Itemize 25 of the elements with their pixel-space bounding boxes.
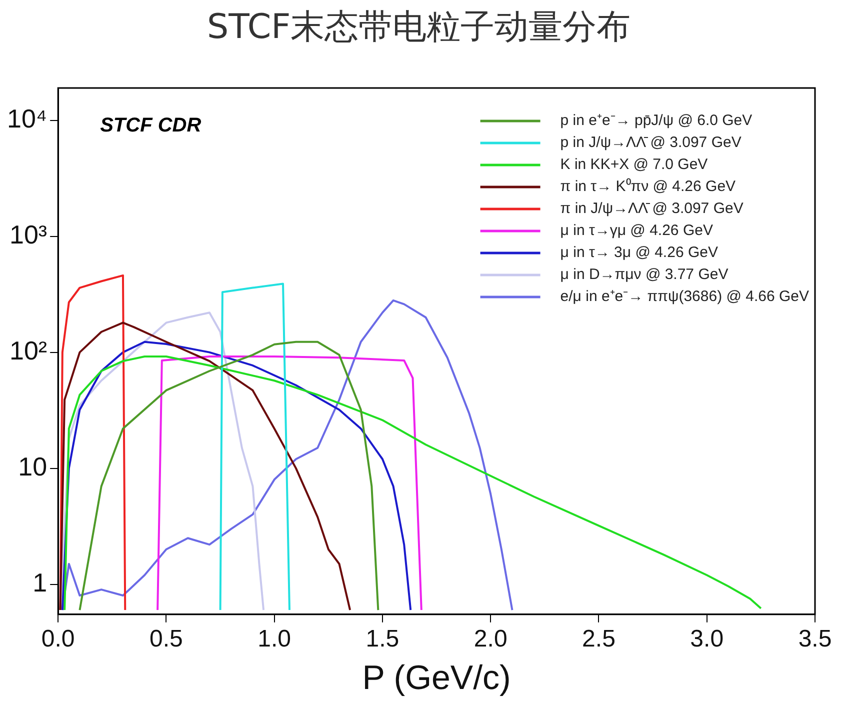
x-tick-label: 2.5 <box>582 625 616 652</box>
legend-label: μ in τ→ 3μ @ 4.26 GeV <box>560 244 718 262</box>
y-tick-label: 10² <box>10 335 48 366</box>
legend-label: e/μ in e⁺e⁻→ ππψ(3686) @ 4.66 GeV <box>560 288 810 306</box>
legend-label: p in J/ψ→ΛΛ̄ @ 3.097 GeV <box>560 134 742 152</box>
x-tick-label: 2.0 <box>474 625 508 652</box>
annotation: STCF CDR <box>100 114 202 137</box>
legend-label: K in KK+X @ 7.0 GeV <box>560 156 708 174</box>
x-tick-label: 3.0 <box>690 625 724 652</box>
y-tick-label: 10³ <box>10 219 48 250</box>
legend-label: μ in τ→γμ @ 4.26 GeV <box>560 222 713 240</box>
chart-title: STCF末态带电粒子动量分布 <box>207 7 632 47</box>
x-tick-label: 1.5 <box>366 625 400 652</box>
y-tick-label: 1 <box>32 567 48 598</box>
x-tick-label: 0.5 <box>150 625 183 652</box>
x-axis-title: P (GeV/c) <box>362 658 511 697</box>
legend-label: π in τ→ K⁰πν @ 4.26 GeV <box>560 178 736 196</box>
legend-label: μ in D→πμν @ 3.77 GeV <box>560 266 728 284</box>
y-tick-label: 10 <box>18 451 48 482</box>
legend-label: p in e⁺e⁻→ pp̄J/ψ @ 6.0 GeV <box>560 112 752 130</box>
x-tick-label: 3.5 <box>798 625 832 652</box>
x-tick-label: 0.0 <box>41 625 75 652</box>
x-tick-label: 1.0 <box>258 625 292 652</box>
legend-label: π in J/ψ→ΛΛ̄ @ 3.097 GeV <box>560 200 744 218</box>
y-tick-label: 10⁴ <box>7 104 48 134</box>
